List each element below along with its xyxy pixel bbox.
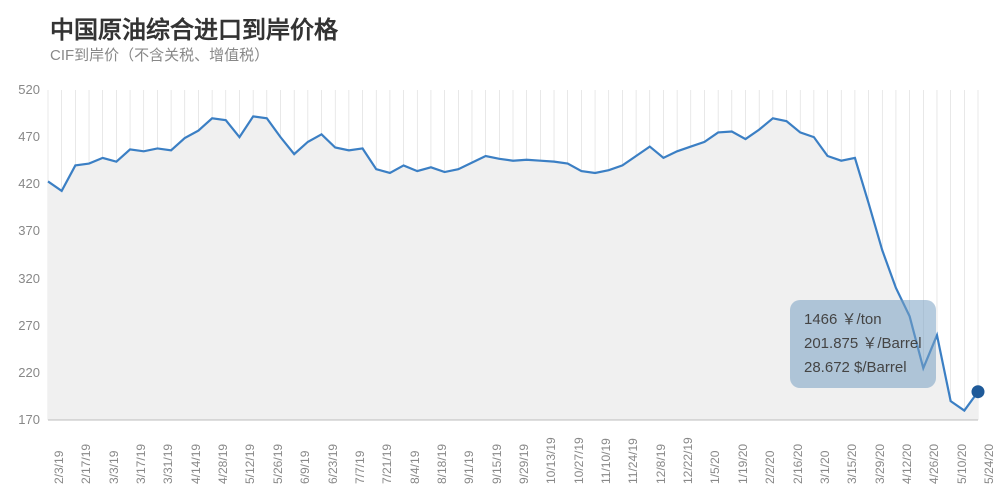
x-tick-label: 9/15/19 (490, 444, 504, 484)
tooltip-line-2: 201.875 ￥/Barrel (804, 332, 922, 356)
x-tick-label: 8/4/19 (408, 451, 422, 484)
x-tick-label: 5/12/19 (243, 444, 257, 484)
x-tick-label: 2/17/19 (79, 444, 93, 484)
x-tick-label: 3/15/20 (845, 444, 859, 484)
value-tooltip: 1466 ￥/ton 201.875 ￥/Barrel 28.672 $/Bar… (790, 300, 936, 388)
x-tick-label: 5/26/19 (271, 444, 285, 484)
y-tick-label: 320 (0, 271, 40, 286)
x-tick-label: 3/17/19 (134, 444, 148, 484)
x-tick-label: 9/1/19 (462, 451, 476, 484)
x-tick-label: 4/28/19 (216, 444, 230, 484)
end-marker-icon (972, 386, 984, 398)
x-tick-label: 3/1/20 (818, 451, 832, 484)
y-tick-label: 270 (0, 318, 40, 333)
x-tick-label: 11/10/19 (599, 438, 613, 484)
x-tick-label: 7/7/19 (353, 451, 367, 484)
x-tick-label: 3/31/19 (161, 444, 175, 484)
x-tick-label: 3/3/19 (107, 451, 121, 484)
x-tick-label: 7/21/19 (380, 444, 394, 484)
x-tick-label: 11/24/19 (626, 438, 640, 484)
y-tick-label: 170 (0, 412, 40, 427)
x-tick-label: 6/9/19 (298, 451, 312, 484)
tooltip-line-3: 28.672 $/Barrel (804, 356, 922, 380)
x-tick-label: 8/18/19 (435, 444, 449, 484)
x-tick-label: 4/26/20 (927, 444, 941, 484)
x-tick-label: 12/8/19 (654, 444, 668, 484)
chart-container: 中国原油综合进口到岸价格 CIF到岸价（不含关税、增值税） 1702202703… (0, 0, 1000, 504)
y-tick-label: 470 (0, 129, 40, 144)
x-tick-label: 2/2/20 (763, 451, 777, 484)
y-tick-label: 520 (0, 82, 40, 97)
x-tick-label: 2/3/19 (52, 451, 66, 484)
x-tick-label: 1/5/20 (708, 451, 722, 484)
x-tick-label: 1/19/20 (736, 444, 750, 484)
y-tick-label: 420 (0, 176, 40, 191)
y-tick-label: 370 (0, 223, 40, 238)
x-tick-label: 4/14/19 (189, 444, 203, 484)
x-tick-label: 9/29/19 (517, 444, 531, 484)
x-tick-label: 5/10/20 (955, 444, 969, 484)
x-tick-label: 6/23/19 (326, 444, 340, 484)
x-tick-label: 3/29/20 (873, 444, 887, 484)
chart-svg (0, 0, 1000, 504)
tooltip-line-1: 1466 ￥/ton (804, 308, 922, 332)
x-tick-label: 2/16/20 (791, 444, 805, 484)
x-tick-label: 4/12/20 (900, 444, 914, 484)
x-tick-label: 10/13/19 (544, 437, 558, 484)
x-tick-label: 10/27/19 (572, 437, 586, 484)
x-tick-label: 12/22/19 (681, 437, 695, 484)
y-tick-label: 220 (0, 365, 40, 380)
x-tick-label: 5/24/20 (982, 444, 996, 484)
